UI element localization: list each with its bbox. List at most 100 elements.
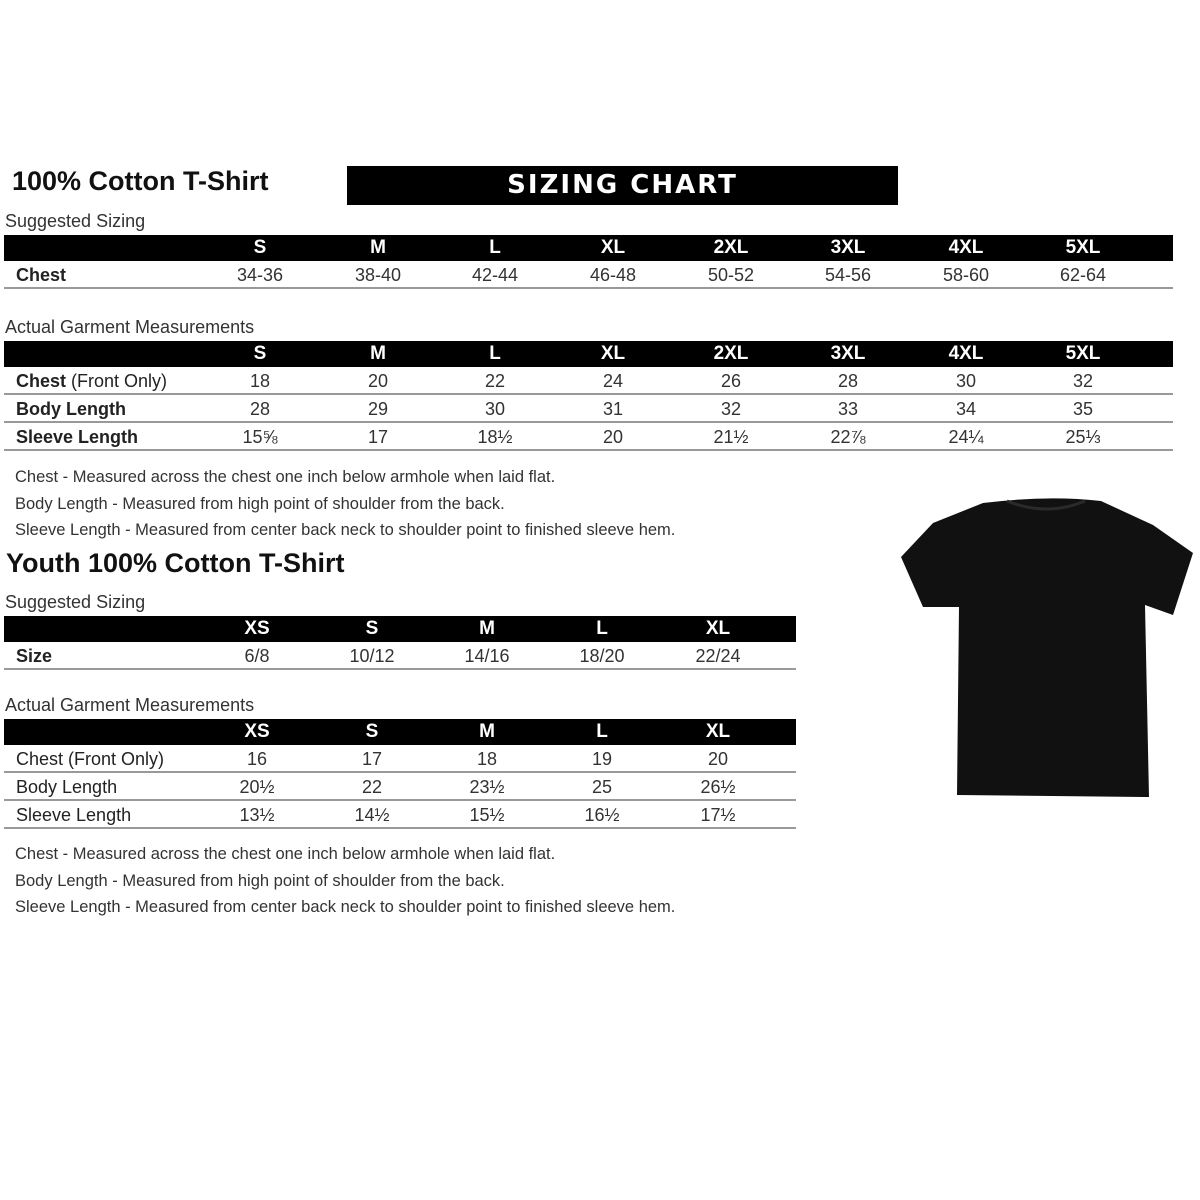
size-header-cell: XL [705, 618, 731, 639]
table-cell: 33 [837, 399, 859, 419]
table-row: Body Length 20½ 22 23½ 25 26½ [4, 773, 796, 801]
table-cell: 22⅞ [830, 427, 866, 447]
tshirt-icon [901, 498, 1193, 797]
table-cell: 24¼ [948, 427, 984, 447]
note-sleeve-length: Sleeve Length - Measured from center bac… [15, 898, 676, 916]
table-cell: 28 [837, 371, 859, 391]
row-label: Body Length [16, 773, 117, 801]
table-cell: 58-60 [942, 265, 990, 285]
size-header-cell: 3XL [830, 343, 866, 364]
adult-suggested-label: Suggested Sizing [5, 211, 146, 231]
size-header-cell: M [479, 618, 495, 639]
row-label-suffix: (Front Only) [66, 371, 168, 391]
size-header-cell: 3XL [830, 237, 866, 258]
table-row: Chest (Front Only) 18 20 22 24 26 28 30 32 [4, 367, 1173, 395]
table-cell: 28 [249, 399, 271, 419]
table-cell: 30 [484, 399, 506, 419]
size-header-cell: XL [705, 721, 731, 742]
size-header-cell: 5XL [1065, 343, 1101, 364]
table-cell: 26 [720, 371, 742, 391]
size-header-cell: S [253, 343, 267, 364]
size-header-cell: L [489, 237, 501, 258]
table-cell: 22 [484, 371, 506, 391]
table-cell: 38-40 [354, 265, 402, 285]
table-cell: 29 [367, 399, 389, 419]
row-label-text: Body Length [16, 399, 126, 419]
note-sleeve-length: Sleeve Length - Measured from center bac… [15, 521, 676, 539]
table-row: Body Length 28 29 30 31 32 33 34 35 [4, 395, 1173, 423]
row-label-text: Chest [16, 371, 67, 391]
youth-notes: Chest - Measured across the chest one in… [15, 841, 675, 921]
row-label: Body Length [16, 395, 126, 423]
size-header-cell: 2XL [713, 237, 749, 258]
table-cell: 15⅝ [242, 427, 278, 447]
row-label: Sleeve Length [16, 423, 138, 451]
table-cell: 31 [602, 399, 624, 419]
table-cell: 20 [707, 749, 729, 769]
row-label-text: Chest (Front Only) [16, 749, 165, 769]
table-cell: 26½ [700, 777, 736, 797]
table-cell: 46-48 [589, 265, 637, 285]
table-cell: 62-64 [1059, 265, 1107, 285]
table-cell: 19 [591, 749, 613, 769]
row-label-text: Sleeve Length [16, 805, 132, 825]
row-label-text: Chest [16, 265, 67, 285]
row-divider [4, 449, 1173, 451]
row-divider [4, 827, 796, 829]
row-label: Size [16, 642, 52, 670]
row-label-text: Body Length [16, 777, 118, 797]
size-header-cell: M [370, 237, 386, 258]
table-cell: 20 [602, 427, 624, 447]
row-divider [4, 393, 1173, 395]
table-cell: 13½ [239, 805, 275, 825]
adult-actual-label: Actual Garment Measurements [5, 317, 255, 337]
adult-title: 100% Cotton T-Shirt [12, 166, 269, 196]
table-cell: 25 [591, 777, 613, 797]
size-header-cell: 5XL [1065, 237, 1101, 258]
table-cell: 18/20 [579, 646, 625, 666]
table-cell: 30 [955, 371, 977, 391]
table-cell: 42-44 [471, 265, 519, 285]
size-header-cell: 4XL [948, 343, 984, 364]
row-label-text: Sleeve Length [16, 427, 139, 447]
table-row: Size 6/8 10/12 14/16 18/20 22/24 [4, 642, 796, 670]
table-cell: 32 [720, 399, 742, 419]
table-cell: 35 [1072, 399, 1094, 419]
note-chest: Chest - Measured across the chest one in… [15, 468, 556, 486]
table-cell: 34 [955, 399, 977, 419]
note-body-length: Body Length - Measured from high point o… [15, 871, 505, 890]
table-cell: 18 [249, 371, 271, 391]
row-divider [4, 421, 1173, 423]
size-header-cell: XL [600, 343, 626, 364]
table-cell: 21½ [713, 427, 749, 447]
size-header-cell: XL [600, 237, 626, 258]
table-cell: 25⅓ [1065, 427, 1101, 447]
row-divider [4, 771, 796, 773]
size-header-cell: XS [244, 618, 270, 639]
table-cell: 6/8 [244, 646, 270, 666]
youth-title: Youth 100% Cotton T-Shirt [6, 548, 345, 578]
table-cell: 17 [367, 427, 389, 447]
size-header-cell: XS [244, 721, 270, 742]
note-body-length: Body Length - Measured from high point o… [15, 494, 505, 513]
row-label: Chest [16, 261, 66, 289]
table-cell: 16½ [584, 805, 620, 825]
size-header-cell: M [479, 721, 495, 742]
table-cell: 17½ [700, 805, 736, 825]
size-header-cell: L [489, 343, 501, 364]
row-label: Chest (Front Only) [16, 367, 167, 395]
table-cell: 32 [1072, 371, 1094, 391]
table-cell: 20 [367, 371, 389, 391]
size-header-cell: 2XL [713, 343, 749, 364]
size-header-row: S M L XL 2XL 3XL 4XL 5XL [4, 235, 1173, 261]
table-cell: 22/24 [695, 646, 741, 666]
table-cell: 10/12 [349, 646, 395, 666]
row-label: Chest (Front Only) [16, 745, 164, 773]
size-header-row: XS S M L XL [4, 616, 796, 642]
size-header-row: XS S M L XL [4, 719, 796, 745]
adult-suggested-table: S M L XL 2XL 3XL 4XL 5XL Chest 34-36 38-40 42-44 46-… [4, 235, 1173, 289]
row-divider [4, 287, 1173, 289]
table-cell: 34-36 [236, 265, 284, 285]
youth-suggested-label: Suggested Sizing [5, 592, 146, 612]
